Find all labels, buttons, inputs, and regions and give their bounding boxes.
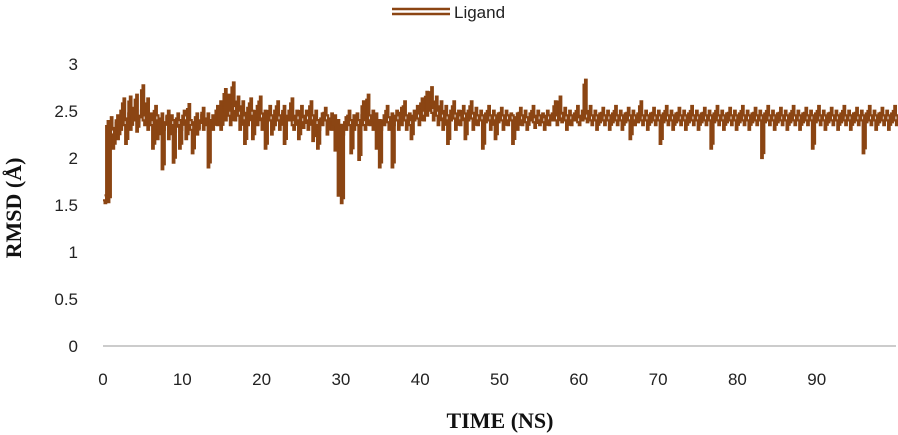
y-tick-label: 2 [69, 149, 78, 168]
y-tick-label: 0.5 [54, 290, 78, 309]
y-tick-label: 1.5 [54, 196, 78, 215]
y-axis-title: RMSD (Å) [1, 158, 26, 259]
y-tick-label: 3 [69, 55, 78, 74]
x-tick-label: 50 [490, 370, 509, 389]
y-tick-label: 0 [69, 337, 78, 356]
x-tick-labels: 0 10 20 30 40 50 60 70 80 90 [98, 370, 826, 389]
legend-label: Ligand [454, 3, 505, 22]
y-tick-label: 1 [69, 243, 78, 262]
legend: Ligand [392, 3, 505, 22]
x-axis-title: TIME (NS) [447, 408, 554, 433]
x-tick-label: 60 [569, 370, 588, 389]
x-tick-label: 70 [649, 370, 668, 389]
plot-area [103, 78, 898, 205]
y-tick-label: 2.5 [54, 102, 78, 121]
x-tick-label: 10 [173, 370, 192, 389]
x-tick-label: 40 [411, 370, 430, 389]
x-tick-label: 80 [728, 370, 747, 389]
x-tick-label: 0 [98, 370, 107, 389]
x-tick-label: 20 [252, 370, 271, 389]
x-tick-label: 90 [807, 370, 826, 389]
series-ligand-line-echo [104, 78, 898, 200]
y-tick-labels: 0 0.5 1 1.5 2 2.5 3 [54, 55, 78, 356]
x-tick-label: 30 [331, 370, 350, 389]
